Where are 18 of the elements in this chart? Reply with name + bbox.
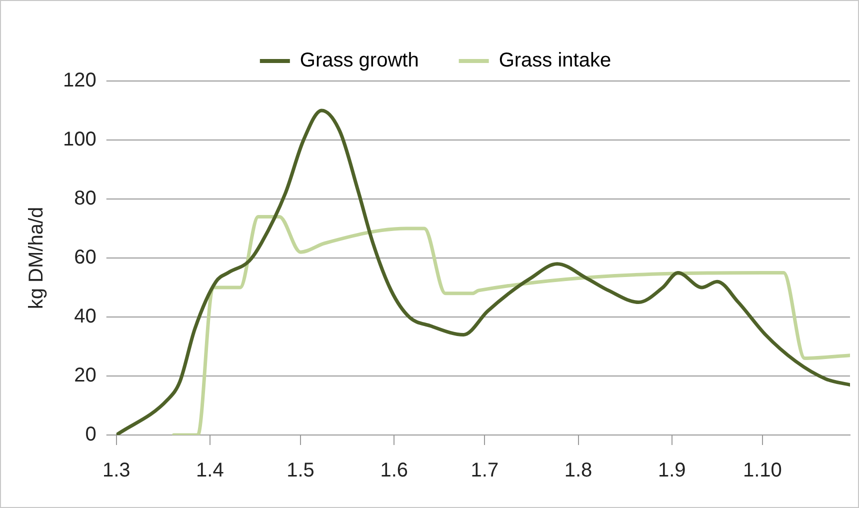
- y-axis-title: kg DM/ha/d: [26, 206, 48, 310]
- x-tick-label: 1.3: [102, 460, 130, 482]
- x-tick-label: 1.6: [380, 460, 408, 482]
- legend-label: Grass intake: [498, 50, 612, 72]
- y-tick-label: 20: [74, 364, 96, 387]
- x-tick-label: 1.7: [470, 460, 499, 482]
- y-tick-label: 60: [74, 246, 96, 269]
- y-tick-label: 120: [62, 70, 96, 92]
- x-tick-label: 1.8: [564, 460, 592, 482]
- legend-label: Grass growth: [300, 50, 419, 72]
- x-tick-label: 1.5: [286, 460, 314, 482]
- y-tick-label: 80: [74, 188, 96, 210]
- y-tick-label: 40: [74, 306, 96, 328]
- y-tick-label: 0: [85, 424, 96, 446]
- y-tick-label: 100: [62, 128, 96, 151]
- x-tick-label: 1.9: [658, 460, 686, 482]
- x-tick-label: 1.4: [196, 460, 224, 482]
- x-tick-label: 1.10: [742, 460, 782, 482]
